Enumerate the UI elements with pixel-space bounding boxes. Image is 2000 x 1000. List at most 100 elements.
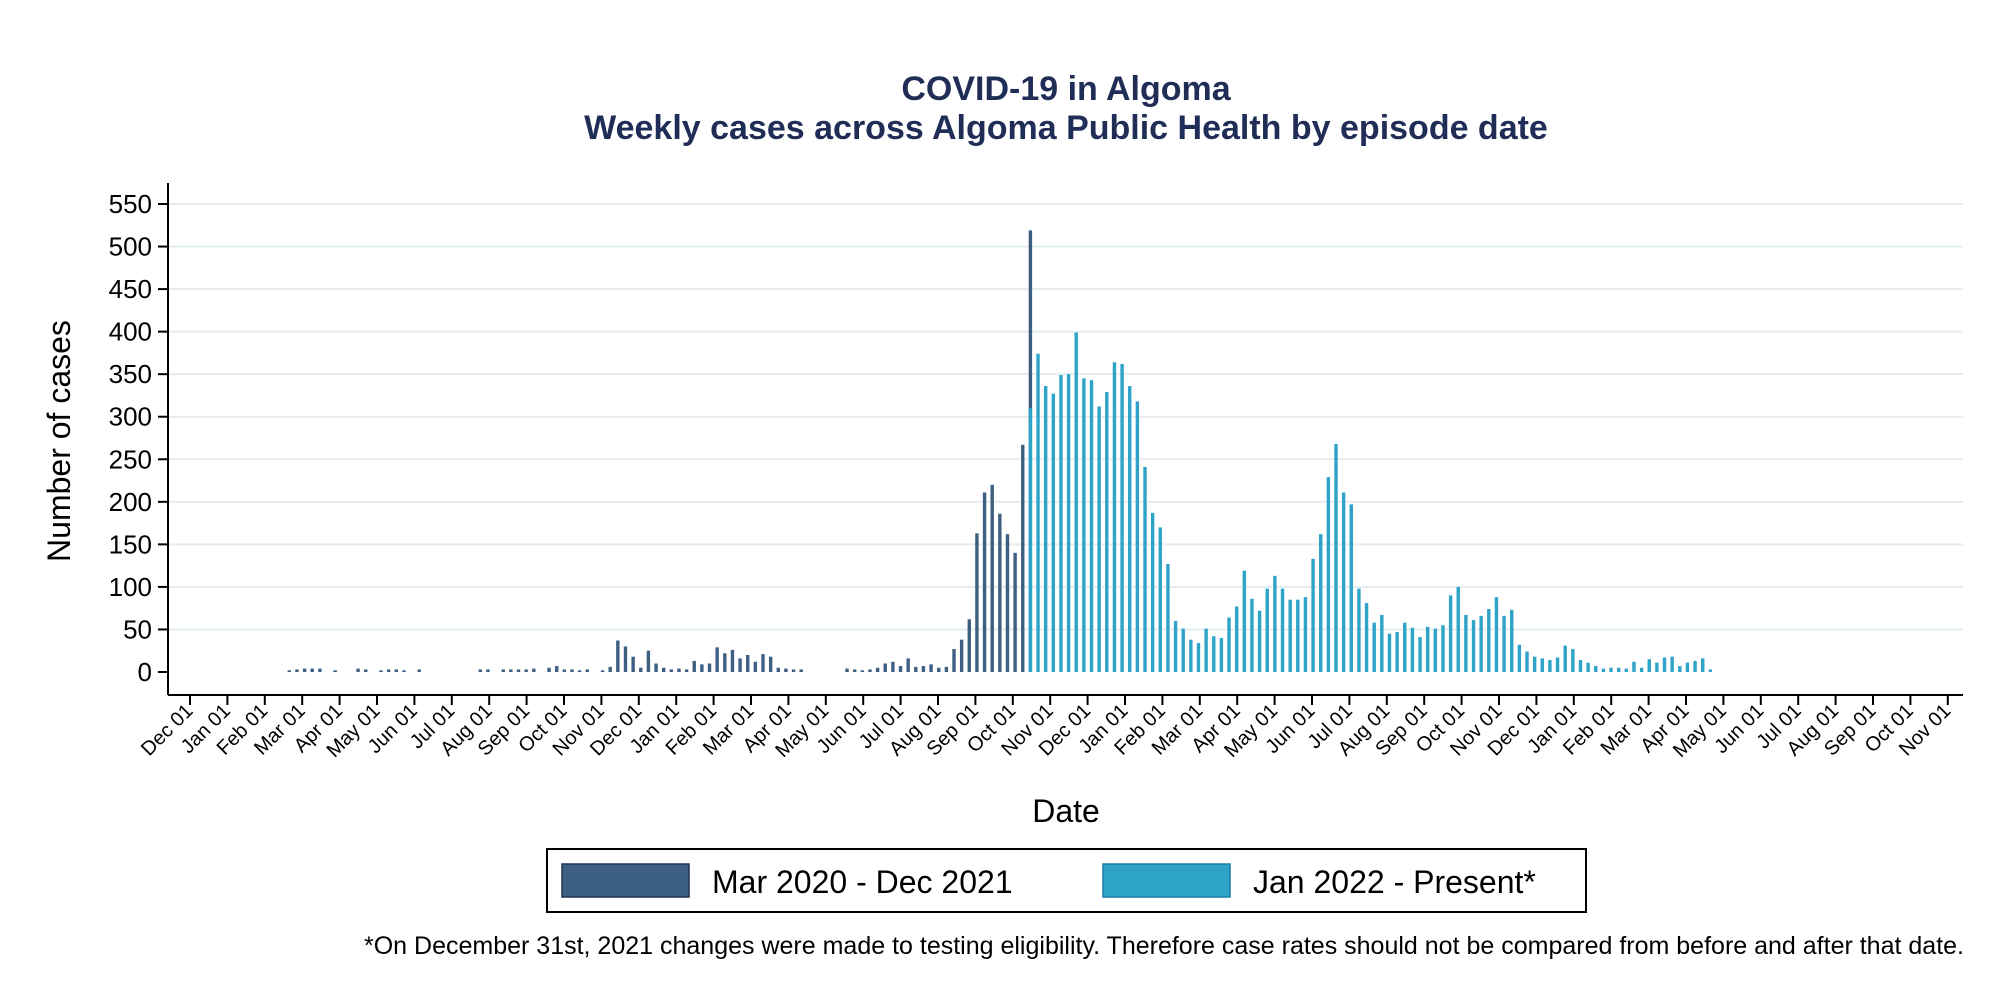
bar-series-1 bbox=[753, 661, 758, 672]
bar-series-1 bbox=[639, 667, 643, 672]
bar-series-2 bbox=[1219, 637, 1224, 672]
bar-series-2 bbox=[1105, 392, 1109, 672]
bar-series-2 bbox=[1372, 622, 1376, 672]
bar-series-1 bbox=[295, 669, 299, 672]
bar-series-2 bbox=[1670, 656, 1674, 672]
bar-series-1 bbox=[302, 668, 307, 672]
legend-swatch-series-1 bbox=[561, 863, 690, 898]
bar-series-1 bbox=[852, 669, 857, 672]
legend: Mar 2020 - Dec 2021 Jan 2022 - Present* bbox=[546, 848, 1587, 913]
x-axis-title: Date bbox=[1032, 793, 1100, 829]
bar-series-2 bbox=[1403, 622, 1407, 672]
bar-series-2 bbox=[1257, 610, 1262, 672]
bar-series-1 bbox=[967, 619, 971, 672]
bar-series-2 bbox=[1441, 625, 1445, 672]
legend-swatch-series-2 bbox=[1102, 863, 1231, 898]
bar-series-1 bbox=[959, 639, 964, 672]
bar-series-2 bbox=[1357, 588, 1361, 672]
bar-series-2 bbox=[1448, 595, 1453, 672]
bar-series-1 bbox=[845, 668, 849, 672]
y-tick-label: 550 bbox=[109, 189, 152, 219]
bar-series-2 bbox=[1418, 637, 1422, 672]
y-axis-ticks: 0 50 100 150 200 250 300 350 400 450 500 550 bbox=[109, 189, 168, 687]
footnote: *On December 31st, 2021 changes were mad… bbox=[364, 932, 1964, 960]
bar-series-1 bbox=[555, 666, 559, 672]
bar-series-2 bbox=[1525, 651, 1529, 672]
bar-series-1 bbox=[929, 664, 933, 672]
bar-series-2 bbox=[1532, 656, 1537, 672]
legend-box bbox=[546, 848, 1587, 913]
y-axis-title: Number of cases bbox=[41, 320, 77, 562]
bar-series-1 bbox=[562, 669, 567, 672]
bar-series-1 bbox=[318, 668, 322, 672]
bar-series-2 bbox=[1624, 668, 1629, 672]
bar-series-2 bbox=[1028, 408, 1033, 672]
bar-series-1 bbox=[906, 658, 910, 672]
y-tick-label: 0 bbox=[138, 657, 152, 687]
bar-series-1 bbox=[738, 658, 742, 672]
bar-series-2 bbox=[1510, 609, 1514, 672]
bar-series-1 bbox=[707, 663, 712, 672]
bar-series-1 bbox=[921, 666, 926, 672]
bar-series-1 bbox=[677, 668, 681, 672]
bar-series-2 bbox=[1074, 332, 1078, 672]
bar-series-2 bbox=[1395, 632, 1399, 672]
bar-series-1 bbox=[868, 669, 872, 672]
y-tick-label: 300 bbox=[109, 402, 152, 432]
bar-series-1 bbox=[386, 669, 391, 672]
bar-series-1 bbox=[784, 668, 788, 672]
bar-series-1 bbox=[1005, 534, 1010, 672]
y-tick-label: 450 bbox=[109, 274, 152, 304]
bar-series-1 bbox=[532, 668, 536, 672]
bar-series-1 bbox=[975, 533, 979, 672]
bar-series-1 bbox=[478, 669, 483, 672]
bar-series-1 bbox=[730, 649, 735, 672]
bar-series-1 bbox=[570, 669, 574, 672]
bar-series-2 bbox=[1609, 667, 1613, 672]
bar-series-2 bbox=[1303, 597, 1308, 672]
bar-series-2 bbox=[1364, 603, 1369, 672]
bar-series-1 bbox=[646, 650, 651, 672]
bar-series-2 bbox=[1204, 628, 1208, 672]
bar-series-1 bbox=[661, 667, 666, 672]
bar-series-1 bbox=[875, 667, 880, 672]
bar-series-1 bbox=[761, 654, 765, 672]
bar-series-1 bbox=[791, 669, 796, 672]
bar-series-2 bbox=[1708, 669, 1713, 672]
bar-series-1 bbox=[723, 653, 727, 672]
y-tick-label: 150 bbox=[109, 529, 152, 559]
bar-series-2 bbox=[1288, 599, 1292, 672]
bar-series-1 bbox=[692, 660, 696, 672]
bar-series-2 bbox=[1296, 599, 1300, 672]
bar-series-2 bbox=[1685, 662, 1690, 672]
bar-series-2 bbox=[1678, 666, 1682, 672]
bar-series-2 bbox=[1433, 628, 1438, 672]
bar-series-2 bbox=[1479, 615, 1483, 672]
bar-series-2 bbox=[1280, 588, 1285, 672]
bar-series-2 bbox=[1311, 558, 1315, 672]
bar-series-2 bbox=[1655, 662, 1659, 672]
bar-series-1 bbox=[883, 663, 887, 672]
bar-series-2 bbox=[1494, 597, 1499, 672]
bar-series-1 bbox=[524, 669, 528, 672]
bar-series-2 bbox=[1563, 645, 1567, 672]
bar-series-1 bbox=[616, 640, 620, 672]
bar-series-2 bbox=[1066, 374, 1071, 672]
bar-series-1 bbox=[631, 656, 635, 672]
bar-series-1 bbox=[509, 669, 513, 672]
bar-series-1 bbox=[768, 656, 773, 672]
bar-series-1 bbox=[310, 668, 314, 672]
bar-series-2 bbox=[1616, 667, 1621, 672]
bar-series-2 bbox=[1059, 375, 1063, 672]
legend-label-series-1: Mar 2020 - Dec 2021 bbox=[712, 864, 1013, 900]
bar-series-2 bbox=[1173, 620, 1178, 672]
bar-series-2 bbox=[1586, 662, 1590, 672]
bar-series-1 bbox=[891, 661, 895, 672]
bar-series-2 bbox=[1380, 614, 1384, 672]
bar-series-2 bbox=[1043, 386, 1048, 672]
bar-series-1 bbox=[998, 513, 1002, 672]
bar-series-2 bbox=[1334, 443, 1338, 672]
y-tick-label: 250 bbox=[109, 444, 152, 474]
bar-series-2 bbox=[1082, 378, 1086, 672]
bar-series-2 bbox=[1319, 534, 1323, 672]
